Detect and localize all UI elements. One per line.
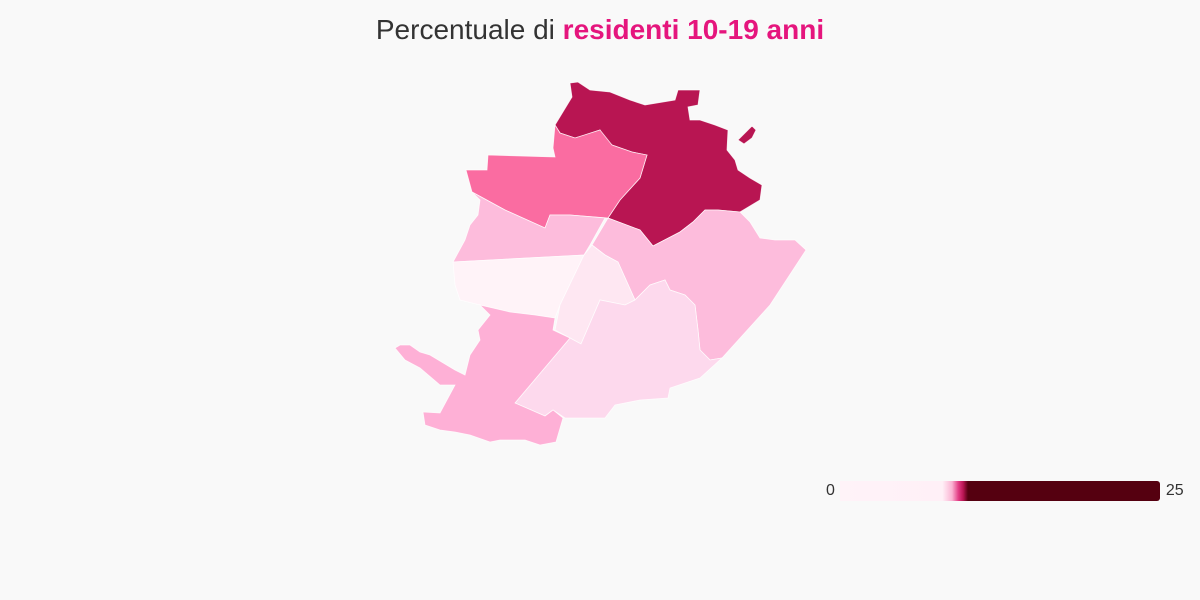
area-north-island[interactable]: [737, 125, 757, 145]
legend-gradient-bar: [839, 481, 1160, 501]
legend-max-label: 25: [1165, 482, 1184, 499]
area-west[interactable]: [452, 191, 606, 263]
legend-min-label: 0: [826, 482, 835, 499]
area-south-west[interactable]: [394, 304, 571, 446]
map-title: Percentuale di residenti 10-19 anni: [0, 14, 1200, 46]
color-legend: 0 25: [826, 481, 1184, 501]
title-prefix: Percentuale di: [375, 14, 563, 45]
title-highlight: residenti 10-19 anni: [562, 14, 825, 45]
